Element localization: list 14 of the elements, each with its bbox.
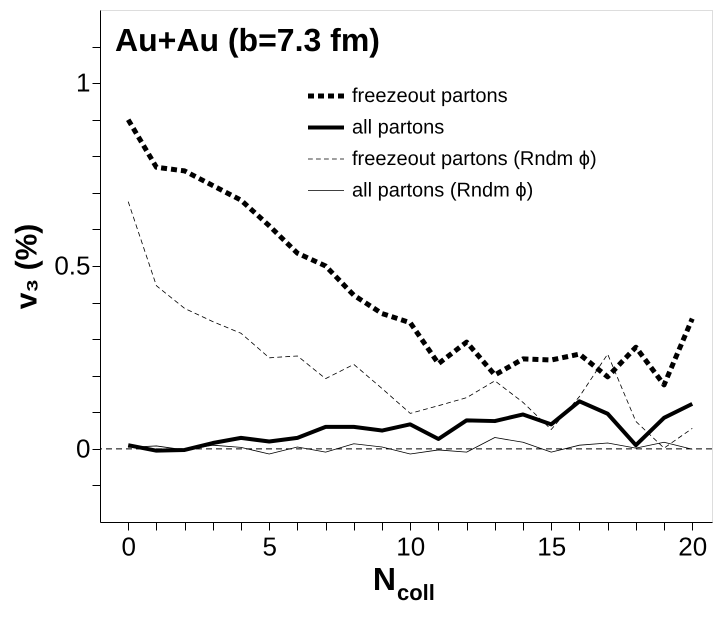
y-tick-label: 0 — [76, 433, 90, 464]
x-tick-label: 0 — [121, 532, 136, 562]
legend-label: all partons (Rndm ϕ) — [352, 180, 534, 202]
y-tick-label: 0.5 — [54, 250, 90, 280]
x-tick-label: 10 — [396, 532, 426, 562]
legend-label: all partons — [352, 116, 444, 138]
chart-title: Au+Au (b=7.3 fm) — [115, 22, 380, 58]
legend-label: freezeout partons — [352, 85, 508, 107]
y-tick-label: 1 — [76, 68, 90, 98]
x-tick-label: 5 — [262, 532, 277, 562]
x-tick-label: 20 — [678, 532, 708, 562]
x-tick-label: 15 — [537, 532, 566, 562]
legend-label: freezeout partons (Rndm ϕ) — [352, 148, 597, 170]
y-axis-title: v₃ (%) — [10, 224, 44, 310]
